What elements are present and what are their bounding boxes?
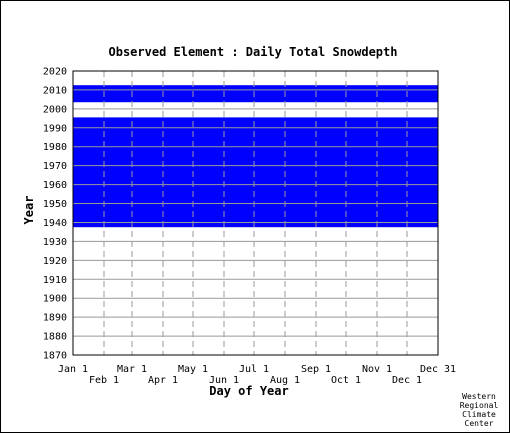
x-tick-label-feb-1: Feb 1 [89, 375, 119, 386]
y-tick-label-1890: 1890 [43, 313, 67, 324]
y-tick-label-1880: 1880 [43, 332, 67, 343]
data-block-0 [73, 117, 438, 228]
data-block-1 [73, 85, 438, 103]
y-tick-label-1910: 1910 [43, 275, 67, 286]
y-tick-label-1940: 1940 [43, 218, 67, 229]
plot-border [72, 70, 439, 356]
y-tick-label-2020: 2020 [43, 67, 67, 78]
y-tick-label-2010: 2010 [43, 85, 67, 96]
y-tick-label-1980: 1980 [43, 142, 67, 153]
y-tick-label-1870: 1870 [43, 351, 67, 362]
x-tick-label-jul-1: Jul 1 [239, 364, 269, 375]
credit-line-4: Center [465, 419, 494, 428]
y-tick-label-1900: 1900 [43, 294, 67, 305]
credit-line-2: Regional [460, 401, 499, 410]
x-tick-label-mar-1: Mar 1 [117, 364, 147, 375]
x-tick-label-dec-31: Dec 31 [420, 364, 456, 375]
y-tick-label-1970: 1970 [43, 161, 67, 172]
y-tick-label-1950: 1950 [43, 199, 67, 210]
x-tick-label-nov-1: Nov 1 [362, 364, 392, 375]
x-tick-label-dec-1: Dec 1 [392, 375, 422, 386]
y-tick-label-1930: 1930 [43, 237, 67, 248]
chart-title: Observed Element : Daily Total Snowdepth [109, 45, 398, 59]
x-tick-label-may-1: May 1 [178, 364, 208, 375]
y-tick-label-1920: 1920 [43, 256, 67, 267]
y-tick-label-1990: 1990 [43, 123, 67, 134]
y-tick-label-1960: 1960 [43, 180, 67, 191]
y-tick-label-2000: 2000 [43, 104, 67, 115]
x-tick-label-apr-1: Apr 1 [148, 375, 178, 386]
x-tick-label-sep-1: Sep 1 [301, 364, 331, 375]
wrcc-credit: Western Regional Climate Center [460, 392, 499, 428]
x-tick-label-oct-1: Oct 1 [331, 375, 361, 386]
x-axis-label: Day of Year [209, 384, 288, 398]
x-tick-label-jun-1: Jun 1 [209, 375, 239, 386]
credit-line-1: Western [462, 392, 496, 401]
x-tick-label-aug-1: Aug 1 [270, 375, 300, 386]
credit-line-3: Climate [462, 410, 496, 419]
y-axis-label: Year [22, 196, 36, 225]
x-tick-label-jan-1: Jan 1 [58, 364, 88, 375]
